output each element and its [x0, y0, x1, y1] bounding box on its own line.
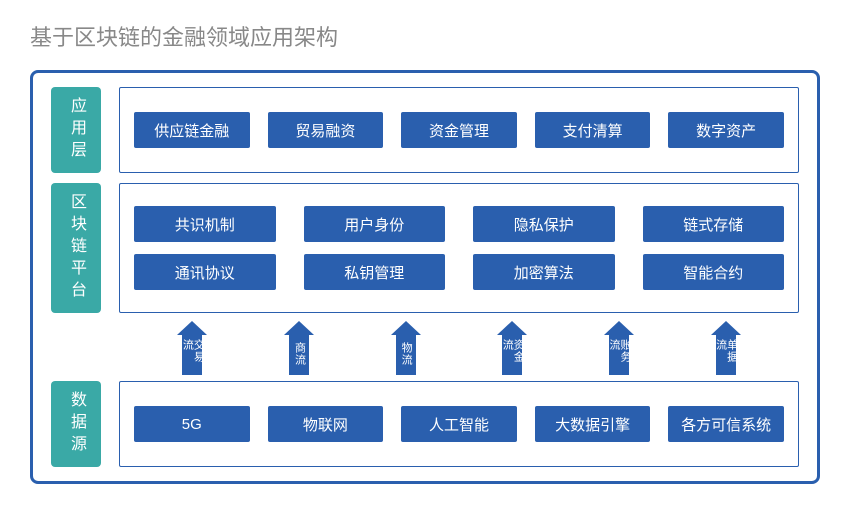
row: 供应链金融 贸易融资 资金管理 支付清算 数字资产	[134, 112, 784, 148]
layer-body-app: 供应链金融 贸易融资 资金管理 支付清算 数字资产	[119, 87, 799, 173]
diagram-frame: 应用层 供应链金融 贸易融资 资金管理 支付清算 数字资产 区块链平台 共识机制…	[30, 70, 820, 484]
layer-label-app: 应用层	[51, 87, 101, 173]
arrow-head-icon	[391, 321, 421, 335]
cell: 各方可信系统	[668, 406, 784, 442]
layer-label-data: 数据源	[51, 381, 101, 467]
cell: 共识机制	[134, 206, 276, 242]
cell: 5G	[134, 406, 250, 442]
cell: 链式存储	[643, 206, 785, 242]
cell: 用户身份	[304, 206, 446, 242]
cell: 人工智能	[401, 406, 517, 442]
arrow-head-icon	[604, 321, 634, 335]
arrow-head-icon	[284, 321, 314, 335]
arrow-label: 交易流	[182, 335, 202, 375]
arrow: 账务流	[604, 321, 634, 375]
arrow: 资金流	[497, 321, 527, 375]
diagram-title: 基于区块链的金融领域应用架构	[30, 20, 823, 52]
cell: 隐私保护	[473, 206, 615, 242]
layer-platform: 区块链平台 共识机制 用户身份 隐私保护 链式存储 通讯协议 私钥管理 加密算法…	[51, 183, 799, 313]
arrow-head-icon	[497, 321, 527, 335]
layer-body-data: 5G 物联网 人工智能 大数据引擎 各方可信系统	[119, 381, 799, 467]
arrow-label: 物流	[396, 335, 416, 375]
cell: 资金管理	[401, 112, 517, 148]
cell: 通讯协议	[134, 254, 276, 290]
arrow-head-icon	[711, 321, 741, 335]
arrow-label: 账务流	[609, 335, 629, 375]
layer-app: 应用层 供应链金融 贸易融资 资金管理 支付清算 数字资产	[51, 87, 799, 173]
row: 5G 物联网 人工智能 大数据引擎 各方可信系统	[134, 406, 784, 442]
layer-label-platform: 区块链平台	[51, 183, 101, 313]
arrow: 物流	[391, 321, 421, 375]
cell: 供应链金融	[134, 112, 250, 148]
arrow-head-icon	[177, 321, 207, 335]
cell: 数字资产	[668, 112, 784, 148]
cell: 智能合约	[643, 254, 785, 290]
arrows-row: 交易流 商流 物流 资金流 账务流 单据流	[51, 319, 799, 375]
arrows-container: 交易流 商流 物流 资金流 账务流 单据流	[119, 321, 799, 375]
arrow-label: 资金流	[502, 335, 522, 375]
layer-data: 数据源 5G 物联网 人工智能 大数据引擎 各方可信系统	[51, 381, 799, 467]
arrow: 单据流	[711, 321, 741, 375]
arrow-label: 单据流	[716, 335, 736, 375]
cell: 私钥管理	[304, 254, 446, 290]
arrow: 交易流	[177, 321, 207, 375]
layer-body-platform: 共识机制 用户身份 隐私保护 链式存储 通讯协议 私钥管理 加密算法 智能合约	[119, 183, 799, 313]
arrow: 商流	[284, 321, 314, 375]
row: 通讯协议 私钥管理 加密算法 智能合约	[134, 254, 784, 290]
cell: 支付清算	[535, 112, 651, 148]
cell: 大数据引擎	[535, 406, 651, 442]
row: 共识机制 用户身份 隐私保护 链式存储	[134, 206, 784, 242]
arrow-label: 商流	[289, 335, 309, 375]
cell: 物联网	[268, 406, 384, 442]
cell: 加密算法	[473, 254, 615, 290]
cell: 贸易融资	[268, 112, 384, 148]
